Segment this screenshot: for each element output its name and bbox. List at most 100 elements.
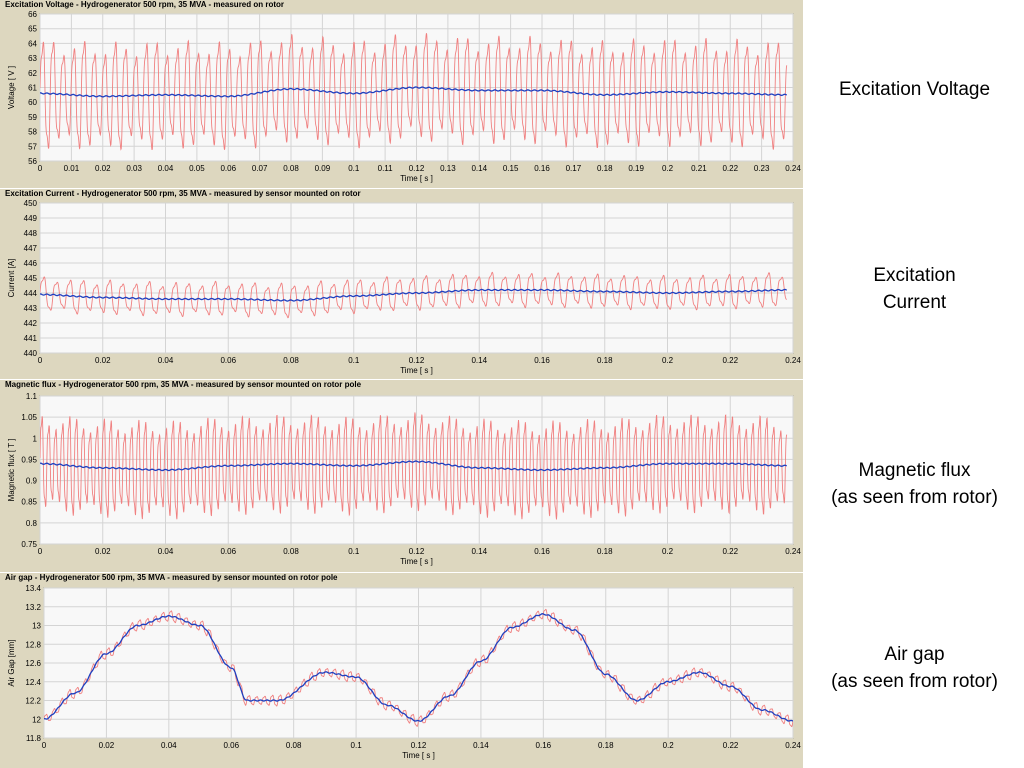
x-axis-label: Time [ s ] (400, 557, 433, 566)
y-tick-label: 445 (24, 274, 38, 283)
y-tick-label: 63 (28, 54, 37, 63)
x-tick-label: 0.06 (220, 547, 236, 556)
x-tick-label: 0 (42, 741, 47, 750)
y-tick-label: 444 (24, 289, 38, 298)
x-tick-label: 0.24 (785, 547, 801, 556)
x-tick-label: 0.15 (503, 164, 519, 173)
y-tick-label: 447 (24, 244, 38, 253)
x-tick-label: 0.16 (534, 356, 550, 365)
y-tick-label: 64 (28, 39, 37, 48)
x-tick-label: 0.08 (283, 547, 299, 556)
y-tick-label: 60 (28, 98, 37, 107)
y-tick-label: 0.95 (21, 455, 37, 464)
x-tick-label: 0.06 (223, 741, 239, 750)
x-tick-label: 0.11 (378, 164, 394, 173)
x-tick-label: 0.24 (785, 356, 801, 365)
y-tick-label: 12 (32, 715, 41, 724)
x-tick-label: 0.14 (471, 356, 487, 365)
x-axis-label: Time [ s ] (400, 366, 433, 375)
y-tick-label: 11.8 (26, 734, 42, 743)
x-tick-label: 0.22 (722, 356, 738, 365)
y-tick-label: 1.05 (21, 413, 37, 422)
y-tick-label: 13 (32, 622, 41, 631)
y-tick-label: 0.9 (26, 477, 38, 486)
y-axis-label: Air Gap [mm] (7, 639, 16, 686)
x-tick-label: 0.02 (95, 547, 111, 556)
x-tick-label: 0.12 (409, 547, 425, 556)
chart-title: Magnetic flux - Hydrogenerator 500 rpm, … (5, 380, 362, 389)
y-tick-label: 13.2 (25, 603, 41, 612)
x-tick-label: 0.05 (189, 164, 205, 173)
y-tick-label: 12.8 (25, 640, 41, 649)
x-tick-label: 0.22 (722, 547, 738, 556)
x-tick-label: 0.2 (662, 356, 674, 365)
x-tick-label: 0 (38, 164, 43, 173)
x-tick-label: 0.12 (411, 741, 427, 750)
x-tick-label: 0.06 (220, 164, 236, 173)
x-tick-label: 0.2 (662, 547, 674, 556)
x-tick-label: 0.18 (597, 356, 613, 365)
x-tick-label: 0.14 (471, 547, 487, 556)
x-tick-label: 0.1 (348, 356, 360, 365)
series-filtered-line (40, 86, 788, 98)
x-tick-label: 0.13 (440, 164, 456, 173)
x-tick-label: 0.02 (95, 356, 111, 365)
x-tick-label: 0.1 (351, 741, 363, 750)
y-tick-label: 446 (24, 259, 38, 268)
x-tick-label: 0.04 (161, 741, 177, 750)
y-tick-label: 56 (28, 157, 37, 166)
x-tick-label: 0.19 (628, 164, 644, 173)
x-tick-label: 0.1 (348, 164, 360, 173)
x-tick-label: 0.24 (785, 741, 801, 750)
x-tick-label: 0.09 (315, 164, 331, 173)
x-axis-label: Time [ s ] (400, 174, 433, 183)
x-tick-label: 0.16 (534, 547, 550, 556)
x-tick-label: 0.03 (126, 164, 142, 173)
x-tick-label: 0.22 (722, 164, 738, 173)
y-axis-label: Current [A] (7, 259, 16, 298)
x-tick-label: 0.04 (158, 164, 174, 173)
series-raw-line (40, 271, 787, 319)
y-tick-label: 450 (24, 199, 38, 208)
series-raw-line (40, 412, 788, 520)
x-tick-label: 0.14 (471, 164, 487, 173)
x-tick-label: 0.2 (662, 164, 674, 173)
chart-flux: 0.75 0.8 0.85 0.9 0.95 1 1.05 1.1 0 0.02 0.04 0.06 0… (7, 392, 801, 566)
y-tick-label: 66 (28, 10, 37, 19)
y-tick-label: 62 (28, 69, 37, 78)
x-tick-label: 0.04 (158, 356, 174, 365)
series-filtered-line (44, 613, 793, 722)
side-label-flux: Magnetic flux (as seen from rotor) (831, 460, 998, 508)
y-tick-label: 58 (28, 128, 37, 137)
y-tick-label: 442 (24, 319, 38, 328)
x-tick-label: 0.12 (409, 164, 425, 173)
x-tick-label: 0 (38, 547, 43, 556)
x-tick-label: 0.2 (663, 741, 675, 750)
x-tick-label: 0.08 (283, 164, 299, 173)
chart-panel-voltage: Excitation Voltage - Hydrogenerator 500 … (0, 0, 803, 188)
chart-title: Excitation Voltage - Hydrogenerator 500 … (5, 0, 285, 9)
x-tick-label: 0.06 (220, 356, 236, 365)
y-tick-label: 0.75 (21, 540, 37, 549)
x-tick-label: 0.1 (348, 547, 360, 556)
chart-panel-flux: Magnetic flux - Hydrogenerator 500 rpm, … (0, 380, 803, 572)
y-tick-label: 0.8 (26, 519, 38, 528)
chart-panel-airgap: Air gap - Hydrogenerator 500 rpm, 35 MVA… (0, 573, 803, 768)
x-tick-label: 0.18 (597, 164, 613, 173)
chart-title: Air gap - Hydrogenerator 500 rpm, 35 MVA… (5, 573, 338, 582)
x-tick-label: 0 (38, 356, 43, 365)
y-tick-label: 449 (24, 214, 38, 223)
x-tick-label: 0.12 (409, 356, 425, 365)
x-tick-label: 0.18 (597, 547, 613, 556)
series-filtered-line (40, 288, 788, 302)
chart-title: Excitation Current - Hydrogenerator 500 … (5, 189, 361, 198)
x-tick-label: 0.14 (473, 741, 489, 750)
y-tick-label: 1 (33, 434, 38, 443)
y-tick-label: 441 (24, 334, 38, 343)
x-tick-label: 0.07 (252, 164, 268, 173)
side-label-current: Excitation Current (873, 265, 956, 313)
y-tick-label: 12.4 (25, 678, 41, 687)
x-tick-label: 0.02 (99, 741, 115, 750)
x-tick-label: 0.18 (598, 741, 614, 750)
x-tick-label: 0.04 (158, 547, 174, 556)
